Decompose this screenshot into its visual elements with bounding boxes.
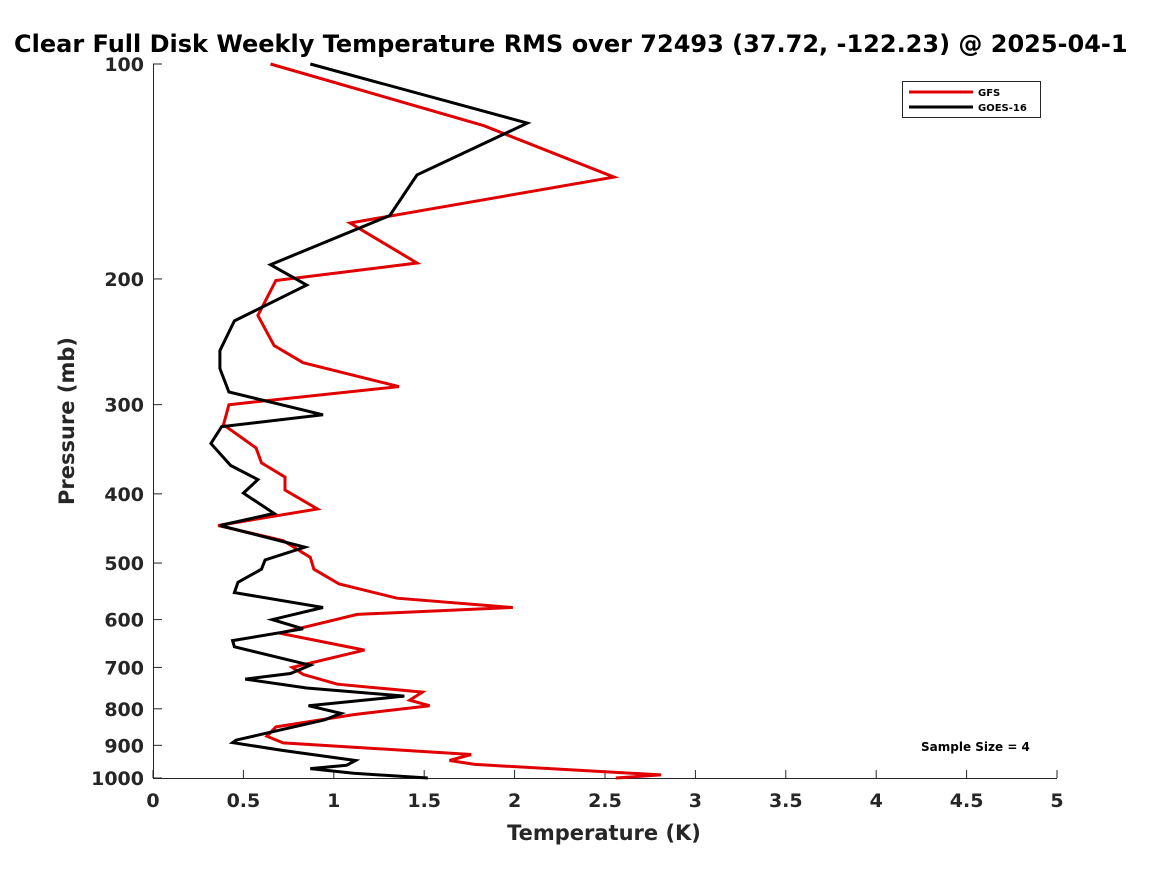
series-line-gfs xyxy=(217,62,662,780)
y-tick-label: 900 xyxy=(104,735,144,757)
y-tick-label: 800 xyxy=(104,699,144,721)
y-tick-label: 200 xyxy=(104,269,144,291)
y-ticks: 100 200 300 400 500 600 700 800 900 1000 xyxy=(91,54,162,790)
x-tick-label: 1 xyxy=(327,790,340,812)
y-tick-label: 400 xyxy=(104,484,144,506)
series-group xyxy=(209,62,662,780)
x-tick-label: 4 xyxy=(870,790,883,812)
x-tick-label: 5 xyxy=(1050,790,1063,812)
x-tick-label: 2 xyxy=(508,790,521,812)
y-tick-label: 1000 xyxy=(91,768,144,790)
y-tick-label: 100 xyxy=(104,54,144,76)
y-axis-label: Pressure (mb) xyxy=(55,337,79,505)
legend-label-gfs: GFS xyxy=(978,88,1000,99)
series-line-goes16 xyxy=(209,62,532,780)
y-tick-label: 500 xyxy=(104,553,144,575)
y-tick-label: 700 xyxy=(104,657,144,679)
sample-size-annotation: Sample Size = 4 xyxy=(921,740,1030,754)
x-tick-label: 3 xyxy=(689,790,702,812)
x-tick-label: 4.5 xyxy=(950,790,984,812)
x-tick-label: 3.5 xyxy=(769,790,803,812)
x-tick-label: 2.5 xyxy=(588,790,622,812)
x-tick-label: 0.5 xyxy=(227,790,261,812)
x-ticks: 0 0.5 1 1.5 2 2.5 3 3.5 4 4.5 5 xyxy=(146,770,1064,812)
y-tick-label: 600 xyxy=(104,610,144,632)
legend-box xyxy=(902,81,1041,118)
x-tick-label: 0 xyxy=(146,790,159,812)
legend-label-goes16: GOES-16 xyxy=(978,103,1027,114)
x-axis-label: Temperature (K) xyxy=(507,821,701,845)
y-tick-label: 300 xyxy=(104,395,144,417)
chart-title: Clear Full Disk Weekly Temperature RMS o… xyxy=(14,30,1128,58)
x-tick-label: 1.5 xyxy=(407,790,441,812)
legend: GFS GOES-16 xyxy=(902,81,1041,118)
